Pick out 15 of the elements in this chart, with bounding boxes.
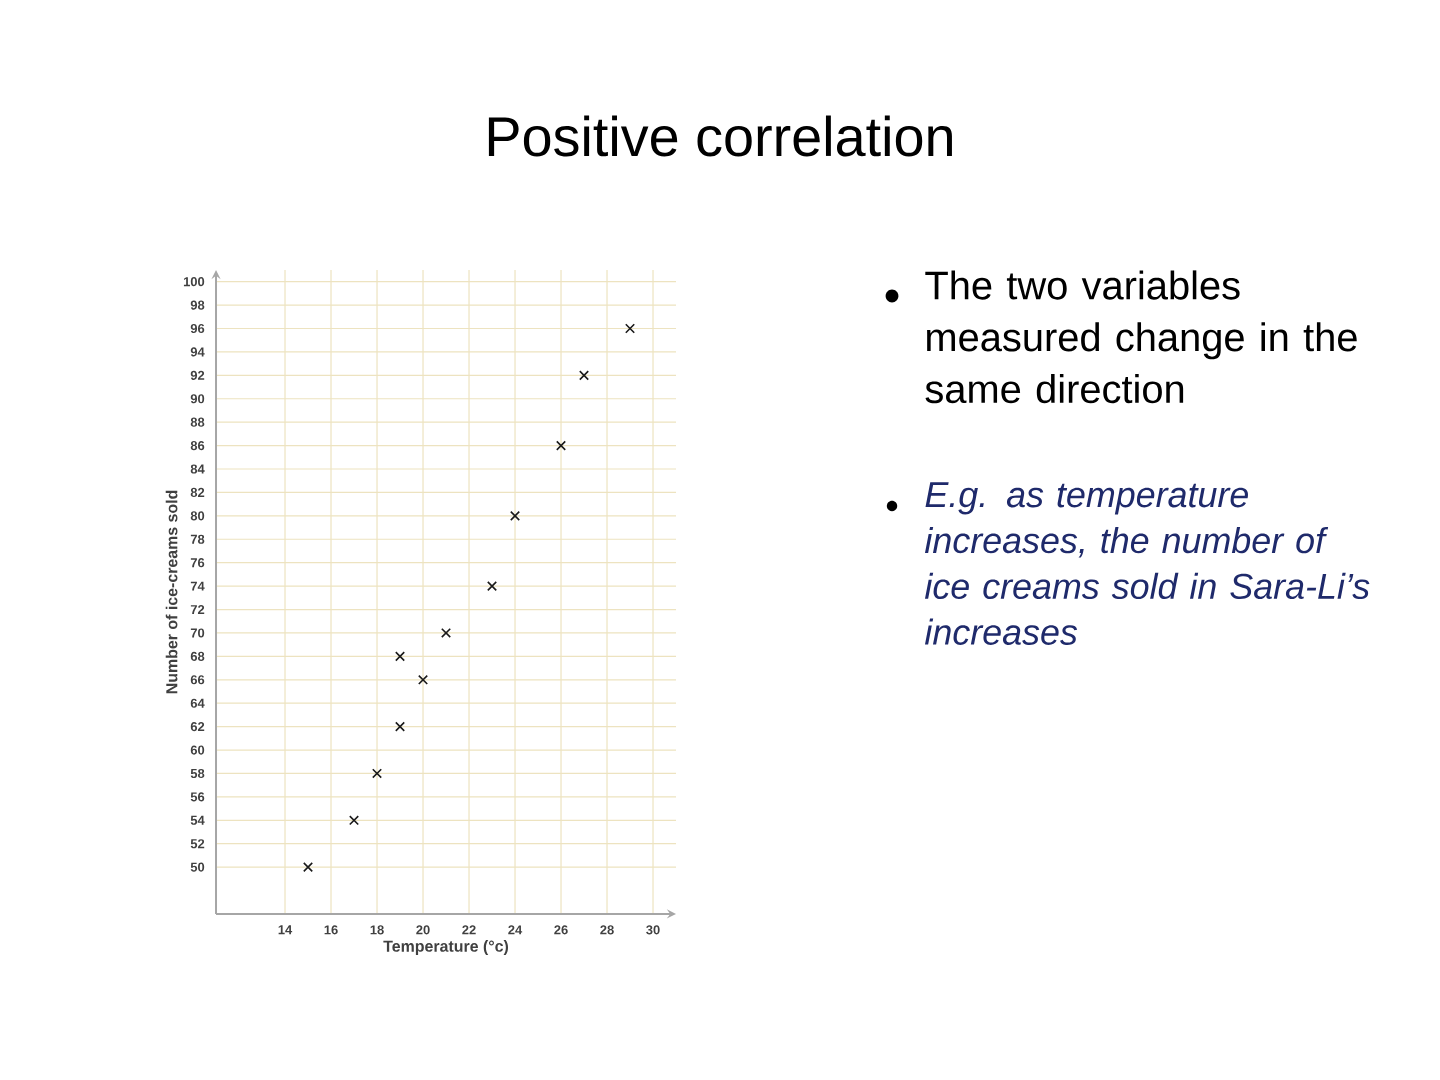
text: E.g. as temperature increases, the number of ice creams sold in Sara-Li’s increases [924,482,1370,645]
point [394,651,406,662]
point [624,323,636,334]
point [348,815,360,826]
text: The two variables measured change in the same direction [925,270,1357,404]
point [440,627,452,638]
point [578,370,590,381]
point [555,440,567,451]
point [371,768,383,779]
point [394,721,406,732]
point [417,674,429,685]
point [302,862,314,873]
point [486,581,498,592]
point [509,510,521,521]
chart-title: Positive correlation [488,115,952,157]
